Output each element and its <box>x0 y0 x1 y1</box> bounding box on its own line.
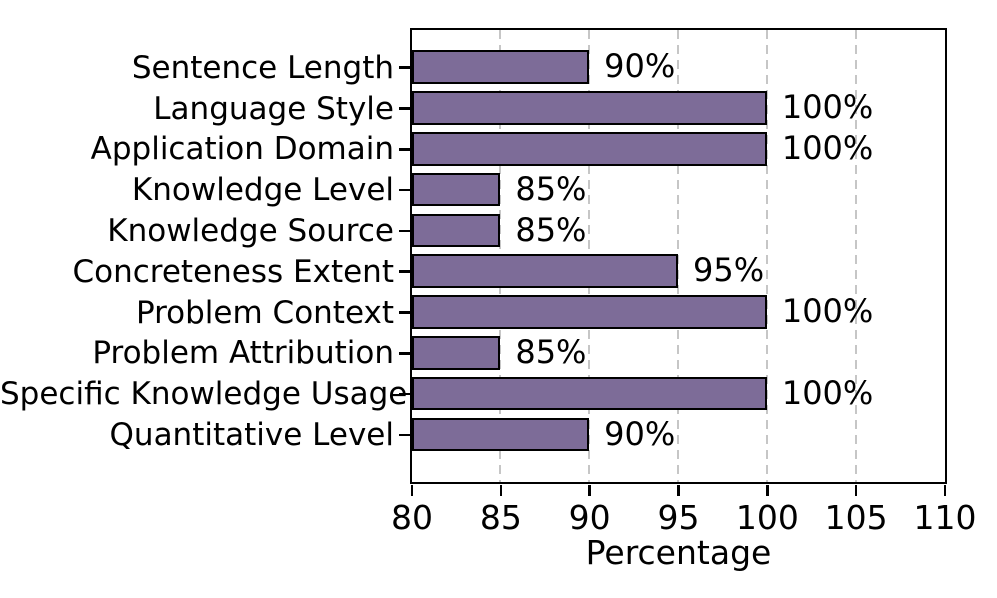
bar-specific-knowledge-usage <box>411 376 767 411</box>
value-label-application-domain: 100% <box>781 129 874 168</box>
category-label-problem-attribution: Problem Attribution <box>92 335 394 372</box>
value-label-problem-attribution: 85% <box>515 333 587 372</box>
bar-sentence-length <box>411 50 590 84</box>
y-tick-knowledge-source <box>398 229 410 233</box>
x-tick-90 <box>588 484 591 496</box>
x-tick-label-85: 85 <box>479 497 522 537</box>
x-tick-label-90: 90 <box>568 497 611 537</box>
category-label-problem-context: Problem Context <box>135 294 394 331</box>
y-tick-language-style <box>398 107 410 110</box>
x-tick-label-100: 100 <box>735 497 799 537</box>
value-label-language-style: 100% <box>781 88 874 127</box>
gridline-105 <box>854 29 857 482</box>
x-tick-95 <box>677 484 680 496</box>
x-tick-label-80: 80 <box>391 497 433 537</box>
value-label-knowledge-level: 85% <box>515 169 587 208</box>
category-label-knowledge-source: Knowledge Source <box>107 212 394 249</box>
category-label-knowledge-level: Knowledge Level <box>131 172 394 209</box>
x-tick-100 <box>766 484 769 496</box>
bar-problem-context <box>411 295 767 329</box>
value-label-problem-context: 100% <box>781 292 874 331</box>
category-label-sentence-length: Sentence Length <box>131 49 394 86</box>
category-label-specific-knowledge-usage: Specific Knowledge Usage <box>0 376 408 413</box>
bar-knowledge-source <box>411 213 501 248</box>
y-tick-application-domain <box>398 148 410 151</box>
y-tick-knowledge-level <box>398 188 410 192</box>
value-label-knowledge-source: 85% <box>515 210 587 249</box>
bar-problem-attribution <box>411 336 501 370</box>
x-tick-label-105: 105 <box>824 497 888 537</box>
y-tick-concreteness-extent <box>398 270 410 273</box>
value-label-sentence-length: 90% <box>604 47 676 86</box>
value-label-concreteness-extent: 95% <box>693 251 765 290</box>
x-tick-label-110: 110 <box>913 497 977 537</box>
x-axis-label: Percentage <box>585 533 772 572</box>
bar-quantitative-level <box>411 417 590 452</box>
category-label-language-style: Language Style <box>153 90 394 127</box>
bar-concreteness-extent <box>411 254 678 288</box>
y-tick-quantitative-level <box>398 433 410 437</box>
value-label-quantitative-level: 90% <box>604 414 676 453</box>
category-label-quantitative-level: Quantitative Level <box>109 416 394 453</box>
gridline-100 <box>765 29 768 482</box>
y-tick-sentence-length <box>398 66 410 69</box>
y-tick-problem-context <box>398 311 410 314</box>
bar-application-domain <box>411 132 767 166</box>
y-tick-problem-attribution <box>398 352 410 355</box>
x-tick-80 <box>410 484 414 496</box>
x-tick-105 <box>854 484 858 496</box>
y-tick-specific-knowledge-usage <box>398 392 410 396</box>
category-label-application-domain: Application Domain <box>90 131 394 168</box>
gridline-95 <box>677 29 679 482</box>
category-label-concreteness-extent: Concreteness Extent <box>72 253 394 290</box>
bar-language-style <box>411 91 767 125</box>
bar-knowledge-level <box>411 172 501 207</box>
x-tick-85 <box>499 484 503 496</box>
x-tick-label-95: 95 <box>657 497 700 537</box>
x-tick-110 <box>943 484 947 496</box>
value-label-specific-knowledge-usage: 100% <box>781 373 874 412</box>
plot-area: 90% 100% 100% 85% 85% 95% 100% 85% 100% 90% <box>409 27 947 484</box>
